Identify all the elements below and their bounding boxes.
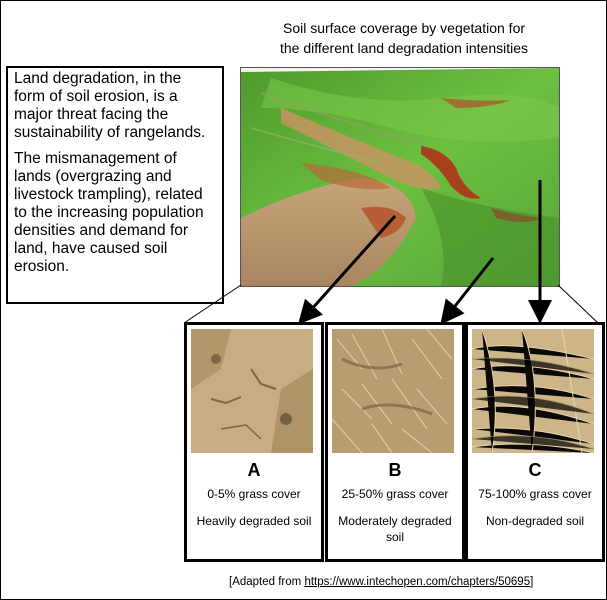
intro-paragraph-1: Land degradation, in the form of soil er…: [14, 70, 206, 141]
source-link[interactable]: https://www.intechopen.com/chapters/5069…: [304, 576, 531, 588]
panel-b: B 25-50% grass cover Moderately degraded…: [325, 322, 465, 562]
intro-text-box: Land degradation, in the form of soil er…: [6, 66, 224, 304]
panel-a: A 0-5% grass cover Heavily degraded soil: [184, 322, 324, 562]
panel-c-description: Non-degraded soil: [485, 514, 585, 528]
figure-title-line1: Soil surface coverage by vegetation for: [282, 20, 526, 36]
source-prefix: [Adapted from: [229, 576, 305, 588]
panel-c-photo: [472, 329, 594, 453]
panel-a-letter: A: [247, 460, 261, 480]
intro-paragraph-2: The mismanagement of lands (overgrazing …: [14, 150, 204, 275]
panel-b-description: Moderately degraded soil: [338, 514, 452, 544]
panel-b-letter: B: [388, 460, 402, 480]
panel-b-photo: [332, 329, 454, 453]
panel-a-photo: [191, 329, 313, 453]
figure-title: Soil surface coverage by vegetation for …: [238, 18, 570, 58]
panel-c-cover: 75-100% grass cover: [478, 487, 592, 501]
panel-b-cover: 25-50% grass cover: [341, 487, 449, 501]
source-citation: [Adapted from https://www.intechopen.com…: [229, 576, 533, 588]
panel-c-letter: C: [528, 460, 542, 480]
hillside-erosion-photo: [240, 67, 560, 287]
panel-a-cover: 0-5% grass cover: [207, 487, 301, 501]
panel-a-description: Heavily degraded soil: [196, 514, 312, 528]
source-suffix: ]: [530, 576, 534, 588]
figure-title-line2: the different land degradation intensiti…: [279, 40, 529, 56]
panel-c: C 75-100% grass cover Non-degraded soil: [465, 322, 605, 562]
